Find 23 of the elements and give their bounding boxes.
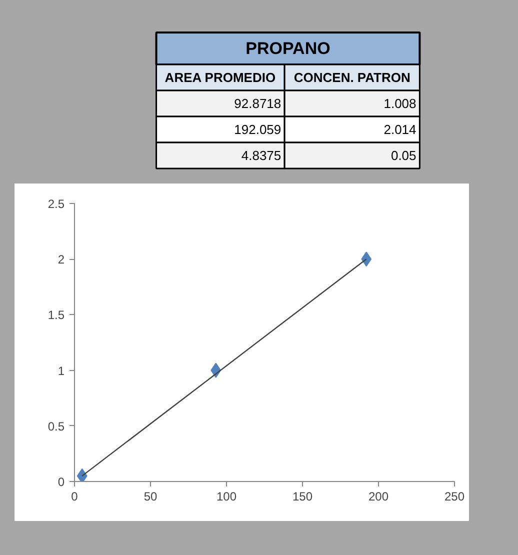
- text: CONCEN. PATRON: [294, 70, 410, 85]
- text: 192.059: [234, 122, 282, 137]
- text: 4.8375: [241, 148, 282, 163]
- text: PROPANO: [246, 39, 330, 58]
- x-tick-label: 100: [216, 490, 237, 504]
- y-tick-label: 0.5: [48, 419, 65, 434]
- point: [361, 252, 372, 267]
- text: 1.008: [384, 96, 416, 111]
- x-tick-label: 250: [444, 490, 465, 504]
- x-tick-label: 50: [144, 490, 158, 504]
- x-tick-label: 150: [292, 490, 313, 504]
- y-tick-label: 2.5: [48, 197, 65, 211]
- text: 0.05: [390, 148, 416, 163]
- y-tick-label: 0: [58, 475, 65, 489]
- text: 92.8718: [234, 96, 282, 111]
- text: 2.014: [384, 122, 416, 137]
- x-tick-label: 200: [368, 490, 389, 504]
- point: [76, 468, 88, 482]
- y-tick-label: 2: [58, 252, 65, 267]
- text: AREA PROMEDIO: [164, 70, 276, 85]
- y-tick-label: 1.5: [48, 308, 65, 322]
- y-tick-label: 1: [58, 364, 65, 378]
- x-tick-label: 0: [71, 490, 78, 504]
